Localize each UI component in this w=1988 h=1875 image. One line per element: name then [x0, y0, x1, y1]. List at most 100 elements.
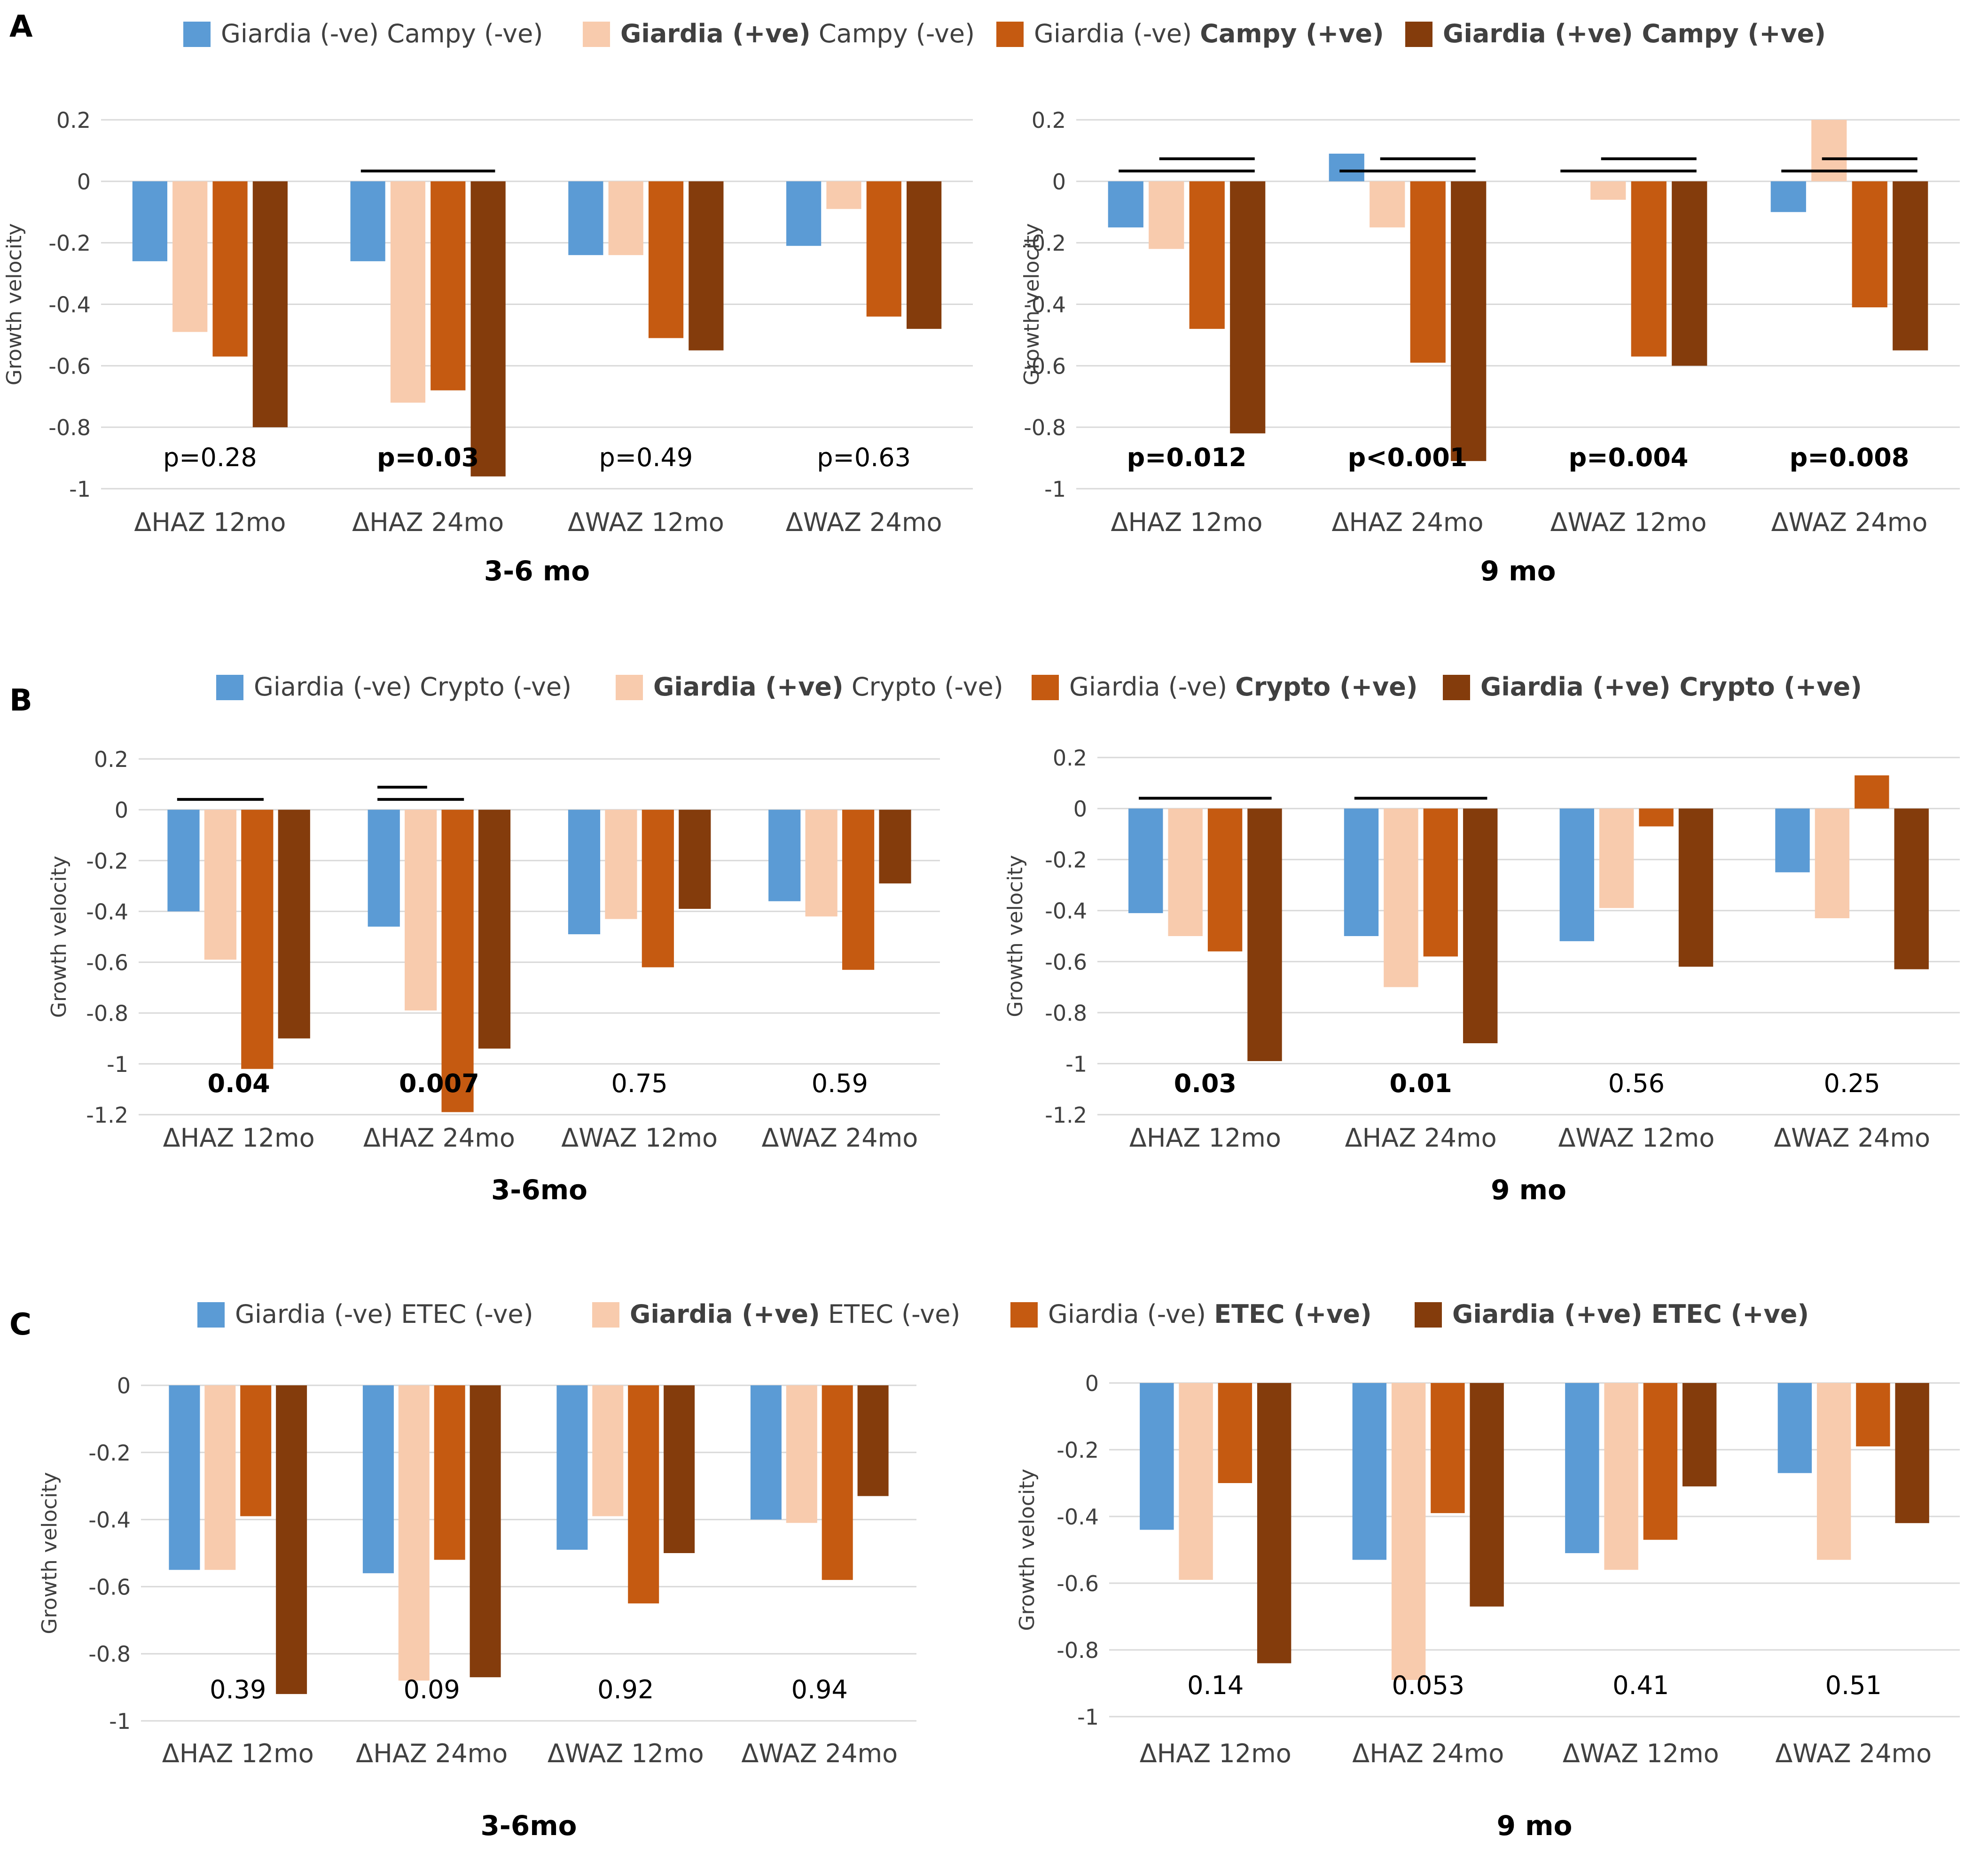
bar — [132, 181, 167, 261]
bar — [1590, 181, 1626, 200]
category-label: ΔHAZ 12mo — [1111, 508, 1263, 537]
bar — [1643, 1383, 1678, 1540]
chart-c-1: 0 -0.2 -0.4 -0.6 -0.8 -1 Growth velocity 0.39 0.… — [38, 1373, 916, 1842]
legend-swatch — [1415, 1302, 1442, 1328]
bar — [441, 810, 474, 1112]
bar — [390, 181, 426, 403]
category-label: ΔHAZ 12mo — [1129, 1123, 1281, 1153]
legend-entry-label: Giardia (+ve) Crypto (+ve) — [1480, 672, 1862, 702]
y-tick-label: -0.8 — [1024, 415, 1066, 440]
bar — [1218, 1383, 1252, 1483]
y-tick-label: -1 — [109, 1709, 131, 1734]
p-value-label: 0.92 — [597, 1675, 654, 1704]
bar — [1247, 808, 1282, 1061]
category-label: ΔWAZ 12mo — [1563, 1739, 1719, 1768]
bar — [430, 181, 466, 391]
bar — [1391, 1383, 1426, 1680]
chart-title: 9 mo — [1497, 1810, 1573, 1842]
y-tick-label: 0.2 — [94, 747, 128, 772]
category-label: ΔWAZ 12mo — [1550, 508, 1707, 537]
y-axis-label: Growth velocity — [2, 223, 26, 385]
y-tick-label: -0.4 — [48, 292, 91, 318]
p-value-label: p<0.001 — [1348, 443, 1468, 472]
bar — [1565, 1383, 1599, 1554]
legend-entry-part: Giardia (+ve) Crypto (+ve) — [1480, 672, 1862, 702]
y-tick-label: -0.2 — [1045, 847, 1087, 873]
bar — [1179, 1383, 1213, 1580]
category-label: ΔHAZ 12mo — [163, 1123, 315, 1153]
category-label: ΔWAZ 24mo — [761, 1123, 918, 1153]
chart-a-1: 0.2 0 -0.2 -0.4 -0.6 -0.8 -1 Growth velocity p=0… — [2, 108, 973, 587]
legend-entry-part: ETEC (-ve) — [820, 1299, 961, 1329]
legend-entry-part: Giardia (-ve) — [1069, 672, 1235, 702]
bar — [204, 810, 237, 960]
legend-swatch — [216, 675, 243, 700]
bar — [1344, 808, 1379, 936]
y-axis-label: Growth velocity — [47, 856, 71, 1018]
bar — [278, 810, 310, 1039]
legend-entry-label: Giardia (-ve) Campy (+ve) — [1034, 19, 1384, 48]
legend-entry-part: Giardia (+ve) — [620, 19, 811, 48]
category-label: ΔWAZ 24mo — [786, 508, 942, 537]
bar — [1431, 1383, 1465, 1513]
legend-entry-label: Giardia (-ve) Campy (-ve) — [221, 19, 543, 48]
legend-swatch — [616, 675, 643, 700]
bar — [169, 1385, 200, 1570]
bar — [252, 181, 288, 428]
panel-letter: C — [9, 1307, 31, 1342]
p-value-label: 0.14 — [1187, 1671, 1244, 1700]
y-tick-label: -1 — [1077, 1704, 1099, 1730]
chart-title: 3-6mo — [491, 1174, 587, 1206]
y-tick-label: -0.4 — [86, 899, 128, 924]
bar — [1108, 181, 1143, 227]
y-tick-label: -0.8 — [88, 1641, 131, 1667]
category-label: ΔHAZ 24mo — [356, 1739, 508, 1768]
legend-entry-part: Campy (-ve) — [811, 19, 975, 48]
bar — [592, 1385, 624, 1516]
legend-swatch — [1010, 1302, 1038, 1328]
category-label: ΔHAZ 12mo — [134, 508, 286, 537]
legend-entry-part: Crypto (+ve) — [1235, 672, 1417, 702]
y-tick-label: -0.4 — [1057, 1504, 1099, 1530]
y-tick-label: -0.8 — [48, 415, 91, 440]
p-value-label: p=0.008 — [1790, 443, 1910, 472]
y-tick-label: -0.2 — [48, 231, 91, 256]
category-label: ΔWAZ 12mo — [548, 1739, 704, 1768]
legend-entry-part: Crypto (-ve) — [420, 672, 571, 702]
bar — [568, 810, 601, 935]
p-value-label: p=0.03 — [377, 443, 479, 472]
bar — [1168, 808, 1203, 936]
bar — [1678, 808, 1714, 967]
bar — [1189, 181, 1225, 329]
bar — [1128, 808, 1163, 914]
bar — [172, 181, 208, 332]
bar — [1370, 181, 1405, 227]
legend-swatch — [1032, 675, 1059, 700]
bar — [398, 1385, 430, 1681]
legend-swatch — [583, 22, 610, 47]
y-tick-label: 0.2 — [1032, 108, 1066, 133]
y-tick-label: -0.8 — [86, 1001, 128, 1026]
legend-entry-part: Campy (+ve) — [1200, 19, 1384, 48]
bar — [907, 181, 942, 329]
y-tick-label: -1 — [69, 477, 91, 502]
legend-swatch — [1443, 675, 1470, 700]
bar — [1329, 153, 1364, 181]
p-value-label: p=0.012 — [1127, 443, 1247, 472]
bar — [1410, 181, 1446, 363]
legend-entry-label: Giardia (+ve) ETEC (+ve) — [1452, 1299, 1809, 1329]
y-tick-label: -0.4 — [1045, 898, 1087, 924]
legend-swatch — [197, 1302, 225, 1328]
bar — [1384, 808, 1418, 987]
bar — [1770, 181, 1806, 212]
y-axis-label: Growth velocity — [1015, 1469, 1039, 1631]
bar — [434, 1385, 465, 1560]
category-label: ΔWAZ 24mo — [1774, 1123, 1930, 1153]
bar — [1815, 808, 1850, 918]
legend-entry-label: Giardia (-ve) Crypto (+ve) — [1069, 672, 1418, 702]
y-tick-label: -1.2 — [86, 1102, 128, 1128]
legend-entry-label: Giardia (-ve) Crypto (-ve) — [254, 672, 571, 702]
legend-entry-label: Giardia (+ve) Campy (+ve) — [1443, 19, 1826, 48]
chart-b-2: 0.2 0 -0.2 -0.4 -0.6 -0.8 -1 -1.2 Growth velocit… — [1003, 745, 1960, 1206]
p-value-label: 0.75 — [611, 1069, 668, 1098]
